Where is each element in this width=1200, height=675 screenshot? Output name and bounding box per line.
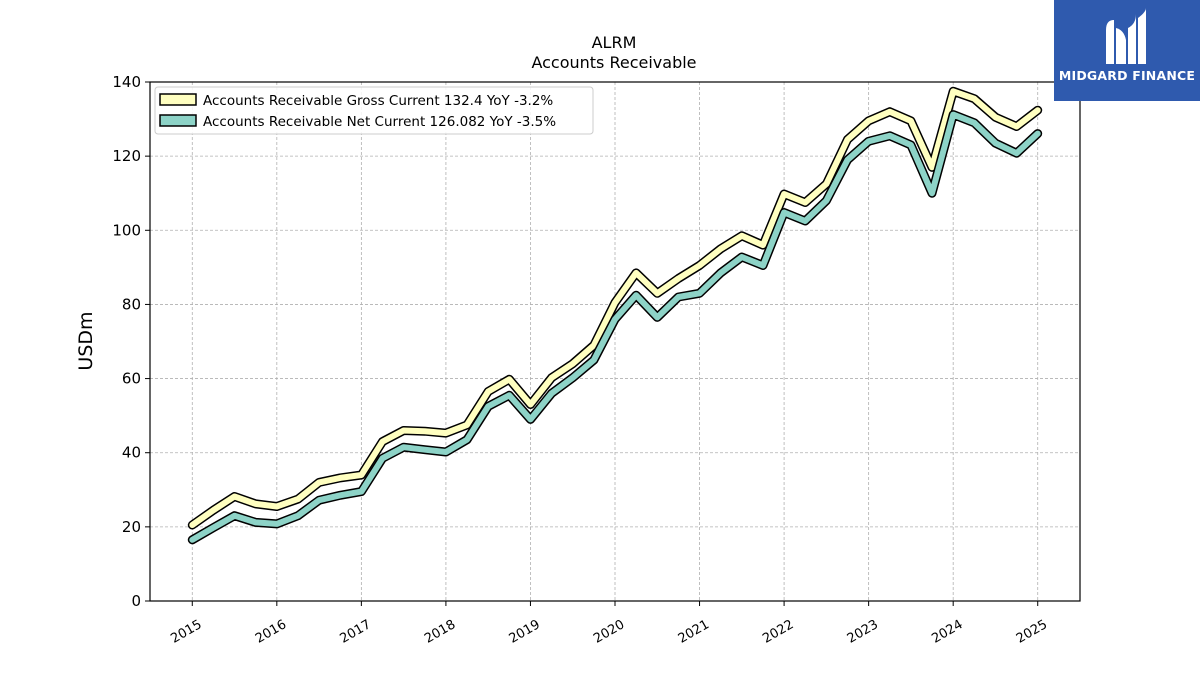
- x-tick-label: 2022: [760, 617, 796, 647]
- x-tick-label: 2024: [929, 617, 965, 647]
- y-axis-label: USDm: [75, 311, 97, 370]
- brand-name: MIDGARD FINANCE: [1058, 68, 1196, 83]
- y-axis-ticks: 0 20 40 60 80 100 120 140: [112, 73, 150, 610]
- y-tick-label: 120: [112, 147, 141, 165]
- legend-label-net: Accounts Receivable Net Current 126.082 …: [203, 114, 556, 130]
- series-line-1: [189, 111, 1041, 543]
- legend-swatch-net: [159, 114, 197, 127]
- x-tick-label: 2017: [338, 617, 374, 647]
- y-tick-label: 80: [122, 295, 141, 313]
- x-tick-label: 2018: [422, 617, 458, 647]
- midgard-logo-icon: [1106, 8, 1146, 64]
- series-line-0: [189, 88, 1041, 528]
- x-tick-label: 2016: [253, 617, 289, 647]
- x-axis-ticks: 2015 2016 2017 2018 2019 2020 2021 2022 2023 2024…: [168, 601, 1050, 647]
- x-tick-label: 2025: [1014, 617, 1050, 647]
- x-tick-label: 2015: [168, 617, 204, 647]
- y-tick-label: 60: [122, 370, 141, 388]
- legend: Accounts Receivable Gross Current 132.4 …: [154, 86, 594, 135]
- y-tick-label: 40: [122, 444, 141, 462]
- x-tick-label: 2023: [845, 617, 881, 647]
- legend-box: [154, 86, 594, 135]
- x-tick-label: 2020: [591, 617, 627, 647]
- y-tick-label: 100: [112, 221, 141, 239]
- legend-label-gross: Accounts Receivable Gross Current 132.4 …: [203, 93, 553, 109]
- x-tick-label: 2019: [507, 617, 543, 647]
- y-tick-label: 0: [131, 592, 141, 610]
- y-tick-label: 140: [112, 73, 141, 91]
- series-lines: [187, 86, 1043, 545]
- x-tick-label: 2021: [676, 617, 712, 647]
- y-tick-label: 20: [122, 518, 141, 536]
- brand-logo: MIDGARD FINANCE: [1054, 0, 1200, 101]
- legend-swatch-gross: [159, 93, 197, 106]
- chart-title: ALRM: [592, 33, 637, 52]
- chart-subtitle: Accounts Receivable: [531, 53, 696, 72]
